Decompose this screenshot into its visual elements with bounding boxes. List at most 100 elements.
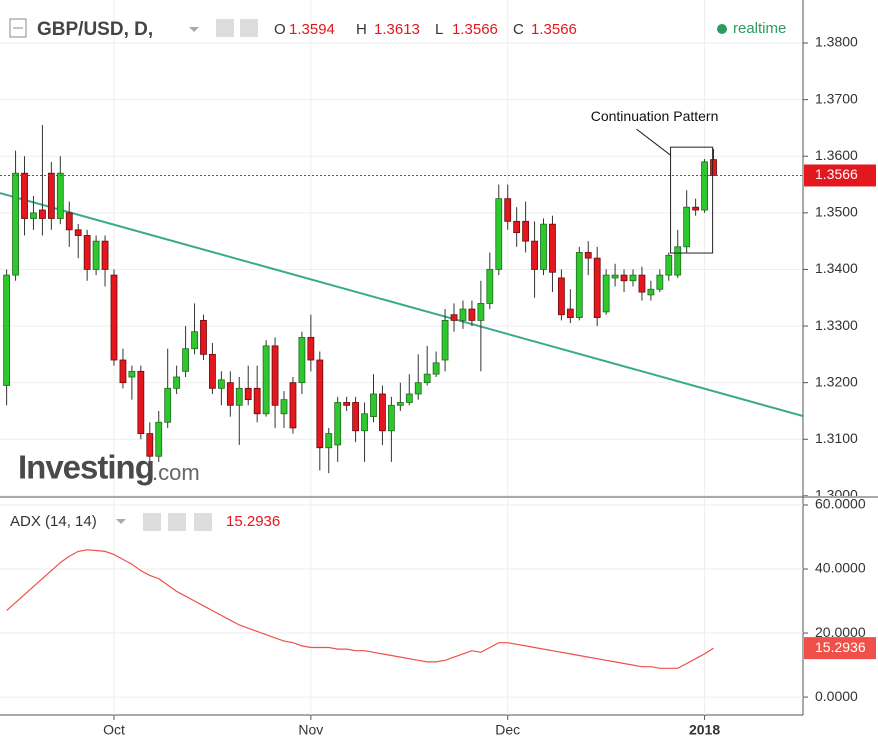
candle-body <box>280 399 288 415</box>
y-tick-label: 1.3300 <box>815 317 858 333</box>
candle-body <box>12 172 19 276</box>
watermark-suffix: .com <box>152 460 200 485</box>
candle-body <box>638 274 646 293</box>
candle-body <box>21 172 28 219</box>
adx-eye-icon[interactable] <box>143 513 161 531</box>
x-tick-label: Nov <box>298 722 323 738</box>
y-tick-label: 20.0000 <box>815 624 866 640</box>
trend-line <box>0 192 803 418</box>
adx-last-label: 15.2936 <box>815 639 866 655</box>
candle-body <box>164 387 172 423</box>
candle-body <box>692 206 700 211</box>
symbol-title: GBP/USD, D, <box>37 19 153 40</box>
x-tick-label: 2018 <box>689 722 720 738</box>
candle-body <box>647 288 655 296</box>
candle-body <box>629 274 637 282</box>
settings-icon[interactable] <box>240 19 258 37</box>
adx-value: 15.2936 <box>226 513 280 530</box>
candle-body <box>683 206 691 248</box>
candle-body <box>316 359 324 449</box>
candle-body <box>101 240 109 270</box>
candle-body <box>566 308 574 318</box>
candle-body <box>343 402 351 406</box>
y-tick-label: 1.3200 <box>815 373 858 389</box>
overlay: GBP/USD, D, O 1.3594 H 1.3613 L 1.3566 C… <box>9 18 786 531</box>
candle-body <box>504 198 512 222</box>
candle-body <box>575 252 583 318</box>
candle-body <box>298 336 306 384</box>
price-panel: 1.3000 1.3100 1.3200 1.3300 1.3400 1.3500 1.36… <box>803 34 876 503</box>
candle-body <box>191 331 198 350</box>
candle-body <box>361 413 368 432</box>
candle-body <box>701 161 708 211</box>
x-tick-label: Oct <box>103 722 125 738</box>
candle-body <box>235 387 243 406</box>
adx-dropdown[interactable] <box>116 519 126 524</box>
x-tick-label: Dec <box>495 722 520 738</box>
last-price-label: 1.3566 <box>815 166 858 182</box>
candle-body <box>710 159 717 176</box>
open-label: O <box>274 21 286 38</box>
candle-body <box>486 269 494 304</box>
low-label: L <box>435 21 443 38</box>
candle-body <box>182 348 189 372</box>
candle-body <box>674 246 682 276</box>
candle-body <box>173 376 181 389</box>
symbol-dropdown[interactable] <box>189 27 199 32</box>
candle-body <box>155 421 163 457</box>
candle-body <box>405 393 413 403</box>
candle-body <box>459 308 467 321</box>
candle-body <box>30 212 37 219</box>
y-tick-label: 1.3400 <box>815 260 858 276</box>
annotation-text: Continuation Pattern <box>591 108 719 124</box>
candle-body <box>370 393 377 418</box>
candle-body <box>540 223 547 270</box>
adx-last-box <box>804 637 876 660</box>
candle-body <box>665 254 673 276</box>
adx-title: ADX (14, 14) <box>10 513 97 530</box>
annotation-box <box>670 146 714 254</box>
candle-body <box>74 229 82 236</box>
candle-body <box>441 319 449 361</box>
close-label: C <box>513 21 524 38</box>
y-tick-label: 1.3000 <box>815 487 858 503</box>
candle-body <box>128 370 136 378</box>
candle-body <box>47 172 55 219</box>
adx-settings-icon[interactable] <box>168 513 186 531</box>
candle-body <box>593 257 601 318</box>
adx-close-icon[interactable] <box>194 513 212 531</box>
candle-body <box>620 274 628 282</box>
candle-body <box>119 359 127 384</box>
candle-body <box>432 362 440 375</box>
candle-body <box>226 382 234 406</box>
candle-body <box>602 274 610 313</box>
candle-body <box>200 319 207 355</box>
y-tick-label: 0.0000 <box>815 688 858 704</box>
candle-body <box>56 172 64 219</box>
candle-body <box>39 209 46 219</box>
candle-body <box>262 345 270 415</box>
candle-body <box>83 235 91 270</box>
realtime-status: realtime <box>733 20 786 37</box>
candle-body <box>217 379 225 389</box>
candle-body <box>414 382 422 395</box>
candle-body <box>450 314 458 321</box>
y-tick-label: 60.0000 <box>815 496 866 512</box>
candle-body <box>495 198 503 270</box>
candle-body <box>468 308 476 321</box>
candle-body <box>289 382 297 429</box>
candle-body <box>271 345 279 406</box>
eye-icon[interactable] <box>216 19 234 37</box>
candle-body <box>611 274 619 279</box>
low-value: 1.3566 <box>452 21 498 38</box>
candle-body <box>531 240 538 270</box>
adx-line <box>6 549 714 669</box>
open-value: 1.3594 <box>289 21 335 38</box>
annotation-arrow <box>636 128 671 156</box>
candle-body <box>65 212 73 231</box>
high-label: H <box>356 21 367 38</box>
watermark-brand: Investing <box>18 449 154 486</box>
